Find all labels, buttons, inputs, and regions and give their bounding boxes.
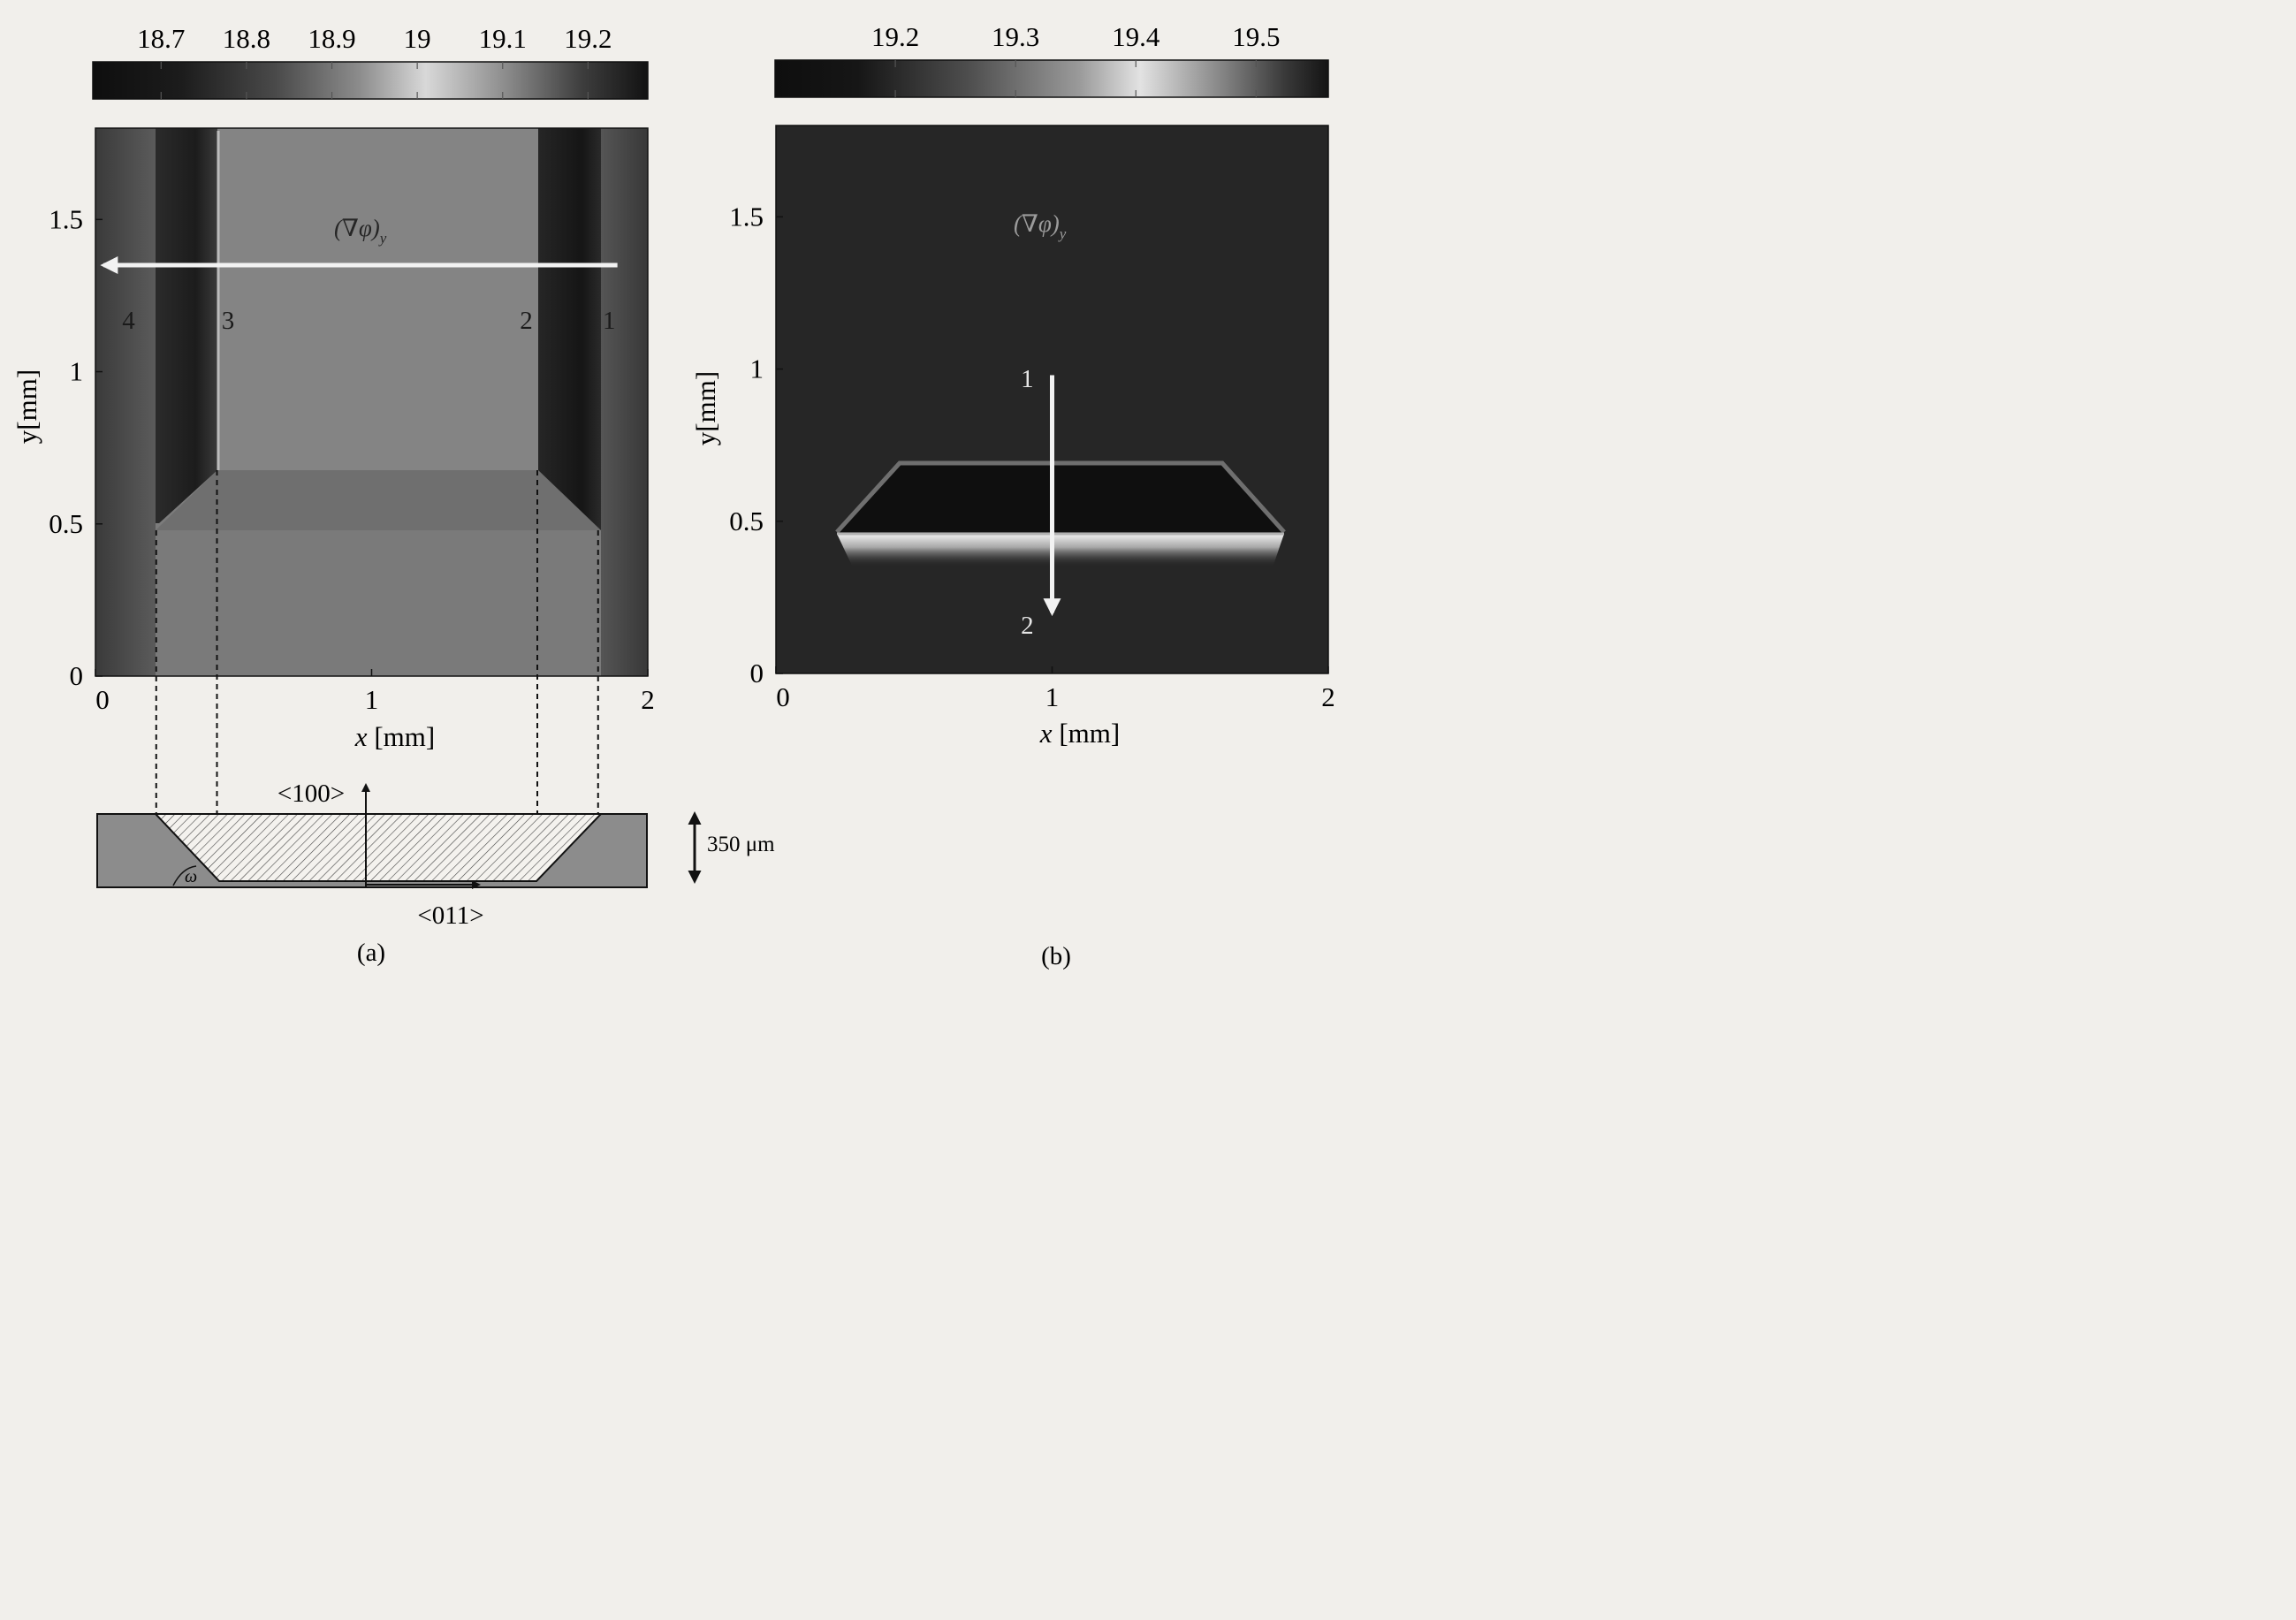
normal-axis-label: <100> — [277, 780, 345, 808]
heatmap-a-right-wall — [538, 128, 601, 530]
heatmap-b-bright-edge — [837, 534, 1284, 567]
point-label-b-1: 1 — [1021, 365, 1034, 393]
heatmap-a-right-edge — [601, 128, 648, 676]
colorbar-b: 19.2 19.3 19.4 19.5 — [774, 21, 1329, 98]
colorbar-a: 18.7 18.8 18.9 19 19.1 19.2 — [92, 23, 649, 100]
quantity-label-a: (∇φ)y — [334, 215, 387, 247]
panel-a: 18.7 18.8 18.9 19 19.1 19.2 (∇φ)y 4 3 2 1 0 1 2 0 0.… — [11, 23, 775, 967]
panel-b: 19.2 19.3 19.4 19.5 (∇φ)y 1 2 0 1 2 0 0.5 1 1.5 y[… — [690, 21, 1335, 970]
colorbar-tick-label-a: 18.7 — [137, 23, 185, 54]
point-label-a-3: 3 — [222, 307, 235, 335]
depth-label: 350 μm — [707, 833, 775, 856]
colorbar-tick-label-b: 19.5 — [1232, 21, 1280, 52]
quantity-label-b: (∇φ)y — [1014, 210, 1067, 242]
heatmap-a-groove-slope — [156, 470, 601, 530]
ytick-label-b: 0.5 — [729, 506, 764, 536]
colorbar-a-bar — [92, 61, 649, 100]
figure: 18.7 18.8 18.9 19 19.1 19.2 (∇φ)y 4 3 2 1 0 1 2 0 0.… — [11, 21, 1335, 970]
xtick-label-a: 1 — [365, 684, 379, 715]
colorbar-tick-label-b: 19.2 — [871, 21, 919, 52]
ylabel-b: y[mm] — [690, 371, 721, 445]
xtick-label-b: 0 — [776, 681, 790, 712]
heatmap-b-trapezoid-floor — [837, 463, 1284, 532]
colorbar-tick-label-a: 19.1 — [479, 23, 527, 54]
inplane-axis-label: <011> — [417, 901, 483, 930]
colorbar-tick-label-a: 18.8 — [223, 23, 270, 54]
angle-arc — [172, 865, 197, 886]
ytick-label-a: 1 — [70, 356, 84, 387]
heatmap-a-left-edge — [95, 128, 156, 676]
colorbar-tick-label-a: 19.2 — [564, 23, 612, 54]
ytick-label-a: 0.5 — [49, 508, 83, 539]
heatmap-a-left-wall — [156, 128, 217, 523]
ytick-label-a: 1.5 — [49, 203, 83, 234]
xtick-label-b: 2 — [1321, 681, 1335, 712]
ylabel-a: y[mm] — [11, 369, 42, 444]
colorbar-tick-label-a: 18.9 — [308, 23, 355, 54]
xtick-label-a: 2 — [641, 684, 655, 715]
colorbar-tick-label-b: 19.3 — [992, 21, 1039, 52]
heatmap-b-trapezoid-outline — [835, 460, 1286, 534]
colorbar-tick-label-a: 19 — [404, 23, 431, 54]
colorbar-tick-label-b: 19.4 — [1112, 21, 1160, 52]
ytick-label-a: 0 — [70, 660, 84, 691]
ytick-label-b: 1 — [750, 354, 764, 384]
point-label-a-4: 4 — [122, 307, 135, 335]
ytick-label-b: 0 — [750, 658, 764, 688]
cross-section: ω <100> <011> 350 μm — [96, 470, 775, 930]
point-label-b-2: 2 — [1021, 612, 1034, 640]
heatmap-b: (∇φ)y 1 2 — [775, 125, 1329, 674]
xtick-label-a: 0 — [95, 684, 110, 715]
cross-section-groove — [153, 813, 604, 882]
xlabel-a: x [mm] — [354, 721, 435, 752]
ytick-label-b: 1.5 — [729, 201, 764, 232]
angle-symbol: ω — [185, 867, 197, 886]
colorbar-b-bar — [774, 59, 1329, 98]
point-label-a-1: 1 — [603, 307, 616, 335]
heatmap-a-groove-floor — [217, 128, 538, 470]
panel-label-a: (a) — [357, 939, 385, 967]
heatmap-a: (∇φ)y 4 3 2 1 — [95, 127, 649, 677]
xtick-label-b: 1 — [1045, 681, 1060, 712]
projection-lines — [155, 470, 599, 881]
point-label-a-2: 2 — [520, 307, 533, 335]
heatmap-a-bottom-band — [95, 530, 648, 676]
xlabel-b: x [mm] — [1039, 718, 1120, 749]
panel-label-b: (b) — [1041, 942, 1071, 970]
